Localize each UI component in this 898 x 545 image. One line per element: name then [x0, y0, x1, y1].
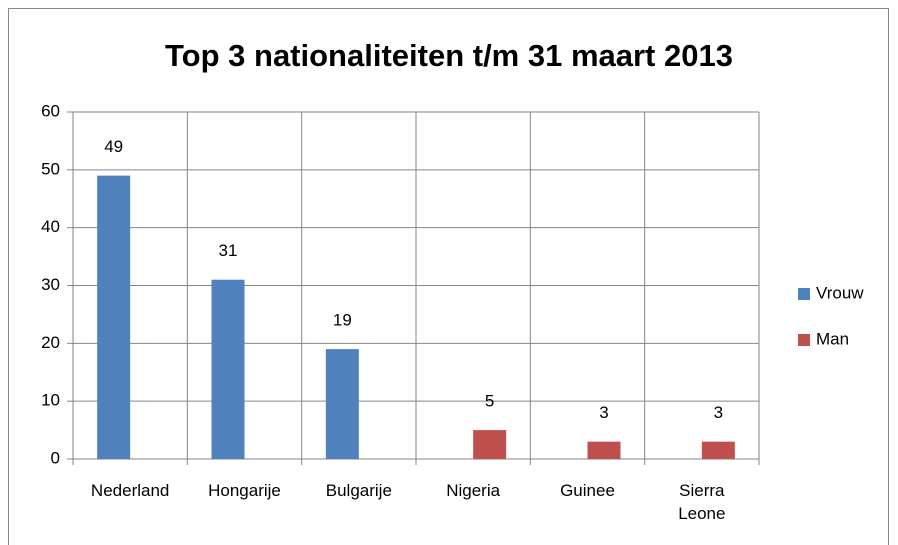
y-tick-label: 0 [51, 448, 60, 467]
y-tick-label: 60 [41, 101, 60, 120]
legend-swatch [798, 288, 810, 300]
x-tick-label: Nederland [90, 481, 170, 500]
data-label: 3 [599, 403, 608, 422]
bar [587, 441, 621, 459]
x-tick-label: Nigeria [446, 481, 501, 500]
x-tick-label: Guinee [560, 481, 615, 500]
legend-label: Man [816, 329, 849, 348]
bar [97, 175, 131, 459]
data-label: 19 [333, 311, 352, 330]
bar [701, 441, 735, 459]
bar [473, 430, 507, 459]
chart-border [8, 8, 889, 545]
x-tick-label: Bulgarije [325, 481, 392, 500]
x-tick-label: Hongarije [208, 481, 281, 500]
x-tick-label: Sierra Leone [678, 481, 726, 523]
bar [211, 279, 245, 459]
y-tick-label: 40 [41, 217, 60, 236]
legend-swatch [798, 334, 810, 346]
legend-label: Vrouw [816, 283, 864, 302]
data-label: 49 [104, 137, 123, 156]
data-label: 5 [485, 392, 494, 411]
y-tick-label: 30 [41, 275, 60, 294]
data-label: 31 [219, 241, 238, 260]
y-tick-label: 50 [41, 159, 60, 178]
bar [325, 349, 359, 459]
chart-title: Top 3 nationaliteiten t/m 31 maart 2013 [165, 38, 733, 73]
y-tick-label: 20 [41, 333, 60, 352]
data-label: 3 [714, 403, 723, 422]
y-tick-label: 10 [41, 391, 60, 410]
